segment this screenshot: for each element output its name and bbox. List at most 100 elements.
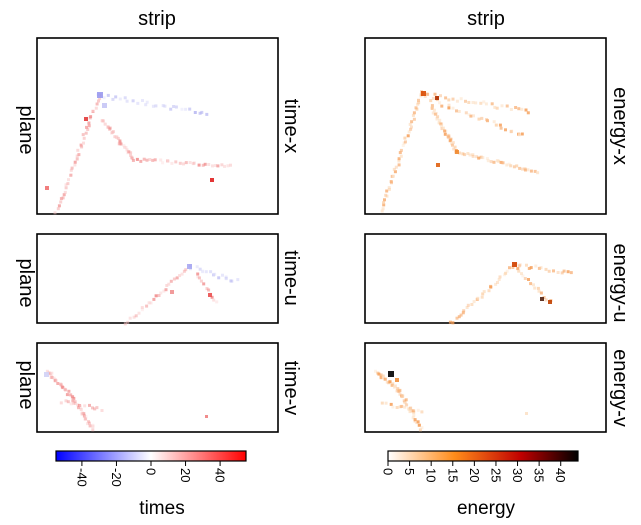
hit-cell — [540, 297, 544, 301]
hit-cell — [83, 404, 87, 408]
hit-cell — [461, 311, 465, 315]
hit-cell — [64, 183, 68, 187]
hit-cell — [82, 141, 85, 145]
hit-cell — [412, 409, 416, 413]
hit-cell — [182, 162, 185, 166]
hit-cell — [447, 103, 451, 107]
hit-cell — [521, 274, 525, 278]
hit-cell — [504, 128, 507, 132]
hit-cell — [57, 204, 61, 208]
hit-cell — [162, 289, 166, 293]
hit-cell — [391, 384, 395, 387]
hit-cell — [447, 136, 451, 140]
hit-cell — [73, 402, 77, 405]
hit-cell — [214, 164, 217, 167]
hit-cell — [518, 166, 522, 170]
hit-cell — [87, 420, 90, 424]
hit-cell — [81, 133, 85, 137]
hit-cell — [236, 278, 240, 282]
hit-cell — [111, 97, 115, 101]
hit-cell — [87, 124, 91, 128]
hit-cell — [151, 158, 155, 162]
hit-cell — [102, 96, 106, 100]
hit-cell — [382, 203, 386, 207]
hit-cell — [404, 398, 408, 402]
hit-cell — [100, 409, 104, 412]
hit-cell — [534, 264, 538, 268]
hit-cell — [216, 164, 220, 168]
hit-cell — [134, 314, 138, 318]
panel-energy-u — [364, 233, 607, 325]
hit-cell — [210, 295, 214, 299]
hit-cell — [524, 108, 528, 112]
hit-cell — [131, 99, 135, 103]
hit-cell — [472, 114, 475, 118]
hit-cell — [200, 110, 204, 114]
hit-cell — [198, 267, 202, 271]
hit-cell — [93, 407, 97, 411]
hit-cell — [466, 152, 470, 155]
hit-cell — [381, 207, 385, 211]
hit-cell — [547, 269, 551, 273]
hit-cell — [412, 413, 416, 417]
hit-cell — [77, 404, 81, 407]
hit-cell — [82, 412, 86, 416]
hit-cell — [82, 136, 86, 140]
hit-cell — [526, 168, 530, 172]
hit-cell — [548, 300, 552, 304]
hit-cell — [84, 417, 88, 421]
hit-cell — [84, 131, 88, 135]
hit-cell — [86, 422, 89, 426]
hit-cell — [123, 322, 127, 326]
hit-cell — [85, 125, 88, 129]
colorbar-tick-label: 35 — [532, 468, 547, 482]
hit-cell — [447, 106, 451, 110]
hit-cell — [411, 416, 415, 420]
hit-cell — [463, 153, 467, 157]
hit-cell — [198, 111, 202, 115]
hit-cell — [165, 284, 169, 287]
hit-cell — [172, 277, 176, 281]
hit-cell — [413, 419, 417, 423]
hit-cell — [64, 399, 68, 403]
hit-cell — [397, 157, 401, 161]
hit-cell — [229, 279, 233, 283]
hit-cell — [480, 295, 484, 299]
hit-cell — [379, 373, 383, 377]
hit-cell — [135, 157, 139, 161]
hit-cell — [407, 130, 411, 134]
hit-cell — [126, 320, 130, 324]
colorbar-times: -40 -20 0 20 40 times — [55, 450, 247, 519]
hit-cell — [497, 278, 501, 281]
hit-cell — [421, 91, 426, 96]
hit-cell — [410, 125, 413, 129]
hit-cell — [125, 99, 129, 103]
hit-cell — [435, 96, 439, 100]
hit-cell — [174, 105, 178, 109]
hit-cell — [129, 151, 133, 155]
hit-cell — [226, 164, 230, 168]
plane-label-x: plane — [15, 106, 37, 155]
hit-cell — [409, 406, 413, 410]
hit-cell — [482, 100, 486, 104]
hit-cell — [64, 388, 68, 392]
hit-cell — [440, 104, 444, 108]
hit-cell — [443, 132, 447, 136]
hit-cell — [474, 101, 478, 105]
hit-cell — [197, 163, 201, 167]
hit-cell — [395, 378, 399, 382]
hit-cell — [118, 139, 122, 143]
hit-cell — [374, 369, 377, 373]
hit-cell — [44, 372, 49, 377]
hit-cell — [45, 186, 49, 190]
panel-label-time-u: time-u — [280, 250, 302, 306]
hit-cell — [89, 115, 93, 119]
hit-cell — [161, 104, 165, 108]
hit-cell — [151, 104, 155, 108]
hit-cell — [525, 412, 528, 415]
hit-cell — [429, 99, 433, 103]
colorbar-tick-label: -40 — [74, 468, 89, 487]
hit-cell — [495, 106, 499, 110]
hit-cell — [91, 406, 94, 410]
hit-cell — [213, 272, 217, 276]
